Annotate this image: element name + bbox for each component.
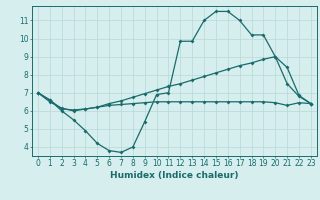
X-axis label: Humidex (Indice chaleur): Humidex (Indice chaleur) — [110, 171, 239, 180]
